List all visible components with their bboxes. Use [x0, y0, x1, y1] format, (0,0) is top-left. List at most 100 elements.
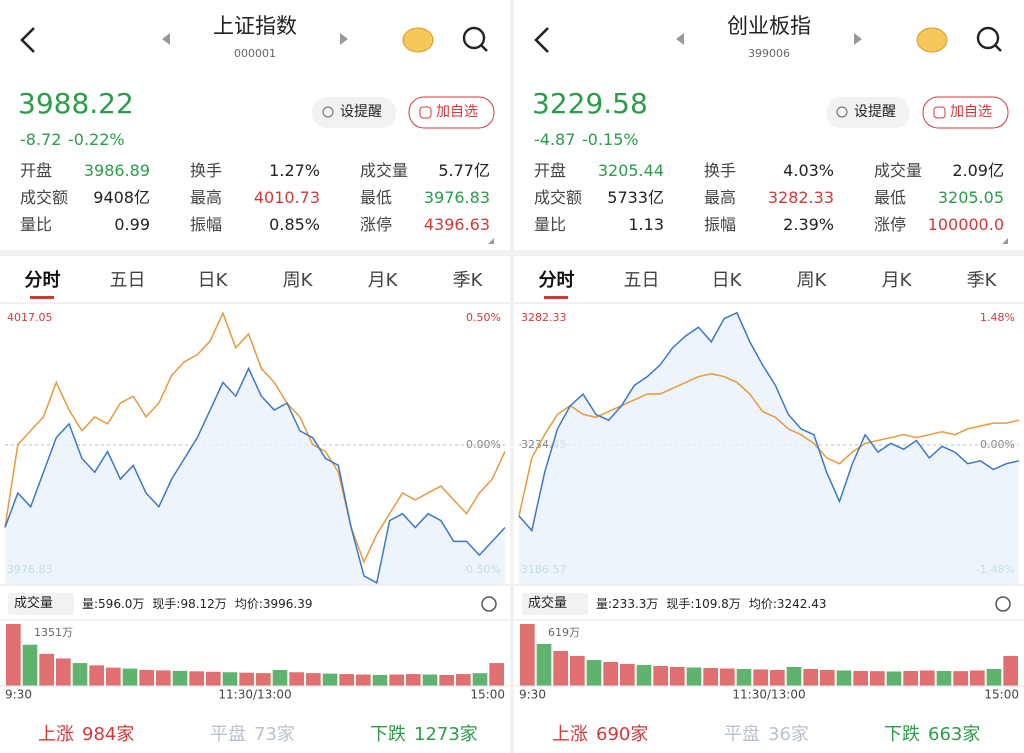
stat-value: 1.27% [269, 161, 320, 180]
stat-label: 最低 [360, 188, 393, 207]
volume-bar [39, 653, 54, 686]
volume-bar [520, 624, 535, 686]
volume-bar [620, 663, 635, 686]
tab[interactable]: 日K [197, 270, 228, 291]
volume-title[interactable]: 成交量 [528, 596, 568, 611]
line-series [4, 366, 506, 584]
tab[interactable]: 周K [282, 270, 313, 291]
stat-value: 3205.44 [597, 161, 664, 180]
add-button-bg [922, 96, 1009, 129]
tab[interactable]: 五日 [623, 270, 660, 291]
volume-bar [172, 670, 188, 686]
time-label: 11:30/13:00 [218, 688, 291, 702]
stat-value: 2.39% [783, 215, 834, 234]
title: 上证指数 [213, 14, 297, 38]
volume-bar [836, 670, 852, 686]
volume-bar [256, 673, 271, 686]
next-arrow [340, 33, 348, 45]
volume-bar [653, 665, 668, 686]
footer-value: 73家 [254, 724, 295, 745]
volume-bar [22, 644, 38, 686]
stat-value: 3205.05 [937, 188, 1004, 207]
bell-icon [836, 106, 848, 118]
stat-label: 最低 [874, 188, 907, 207]
panel: -1.48%0.00%1.48%3186.573234.453282.33619… [514, 0, 1024, 753]
tab[interactable]: 季K [966, 270, 997, 291]
stat-label: 涨停 [874, 215, 907, 234]
stat-label: 成交量 [360, 161, 409, 180]
y-tick-label: 3282.33 [521, 311, 567, 324]
volume-bar [886, 671, 902, 686]
tab[interactable]: 周K [796, 270, 827, 291]
stat-value: 3986.89 [83, 161, 150, 180]
footer-label: 上涨 [552, 724, 588, 745]
stat-label: 开盘 [534, 161, 567, 180]
volume-bar [636, 664, 652, 686]
volume-title[interactable]: 成交量 [14, 596, 54, 611]
stat-label: 涨停 [360, 215, 393, 234]
y2-tick-label: 0.00% [980, 438, 1015, 451]
footer-label: 下跌 [370, 724, 406, 745]
tab[interactable]: 季K [452, 270, 483, 291]
remind-button[interactable]: 设提醒 [340, 104, 382, 120]
next-arrow [854, 33, 862, 45]
change: -4.87 [534, 130, 576, 149]
stat-value: 4396.63 [423, 215, 490, 234]
volume-bar [489, 663, 504, 686]
volume-bar [306, 673, 321, 686]
stat-label: 量比 [534, 215, 567, 234]
remind-button[interactable]: 设提醒 [854, 104, 896, 120]
footer-value: 663家 [928, 724, 981, 745]
prev-arrow [676, 33, 684, 45]
volume-bar [736, 668, 752, 686]
volume-bar [753, 669, 768, 686]
stat-value: 3282.33 [767, 188, 834, 207]
volume-bar [372, 674, 388, 686]
add-icon [933, 106, 946, 119]
stat-label: 成交额 [20, 188, 69, 207]
volume-bar [439, 674, 454, 686]
volume-bar [603, 661, 618, 686]
volume-bar [406, 674, 421, 686]
add-button[interactable]: 加自选 [950, 104, 992, 120]
volume-bar [853, 670, 868, 686]
volume-selector [522, 593, 588, 615]
volume-max-label: 1351万 [34, 626, 73, 639]
volume-stat: 均价:3242.43 [748, 597, 827, 611]
time-label: 15:00 [984, 688, 1019, 702]
remind-button-bg [826, 97, 910, 128]
price: 3229.58 [532, 87, 648, 120]
volume-bar [389, 674, 404, 686]
volume-stat: 均价:3996.39 [234, 597, 313, 611]
tab[interactable]: 五日 [109, 270, 146, 291]
time-label: 9:30 [5, 688, 32, 702]
volume-bar [139, 669, 154, 686]
add-button[interactable]: 加自选 [436, 104, 478, 120]
y2-tick-label: 1.48% [980, 311, 1015, 324]
tab[interactable]: 日K [711, 270, 742, 291]
back-button [534, 27, 549, 53]
stat-label: 开盘 [20, 161, 53, 180]
volume-bar [239, 672, 254, 686]
time-label: 15:00 [470, 688, 505, 702]
volume-bar [1003, 655, 1018, 686]
volume-bar [820, 669, 835, 686]
stat-label: 成交额 [534, 188, 583, 207]
volume-bar [586, 659, 602, 686]
tab[interactable]: 月K [881, 270, 912, 291]
volume-bar [89, 665, 104, 686]
tab[interactable]: 分时 [24, 270, 61, 291]
stat-label: 换手 [704, 161, 737, 180]
code: 399006 [748, 47, 790, 60]
volume-selector [8, 593, 74, 615]
change: -8.72 [20, 130, 62, 149]
stat-value: 0.85% [269, 215, 320, 234]
volume-bar [903, 670, 918, 686]
tab-underline [544, 296, 568, 299]
tab[interactable]: 月K [367, 270, 398, 291]
volume-bar [472, 673, 488, 686]
stat-label: 成交量 [874, 161, 923, 180]
time-label: 11:30/13:00 [732, 688, 805, 702]
tab[interactable]: 分时 [538, 270, 575, 291]
